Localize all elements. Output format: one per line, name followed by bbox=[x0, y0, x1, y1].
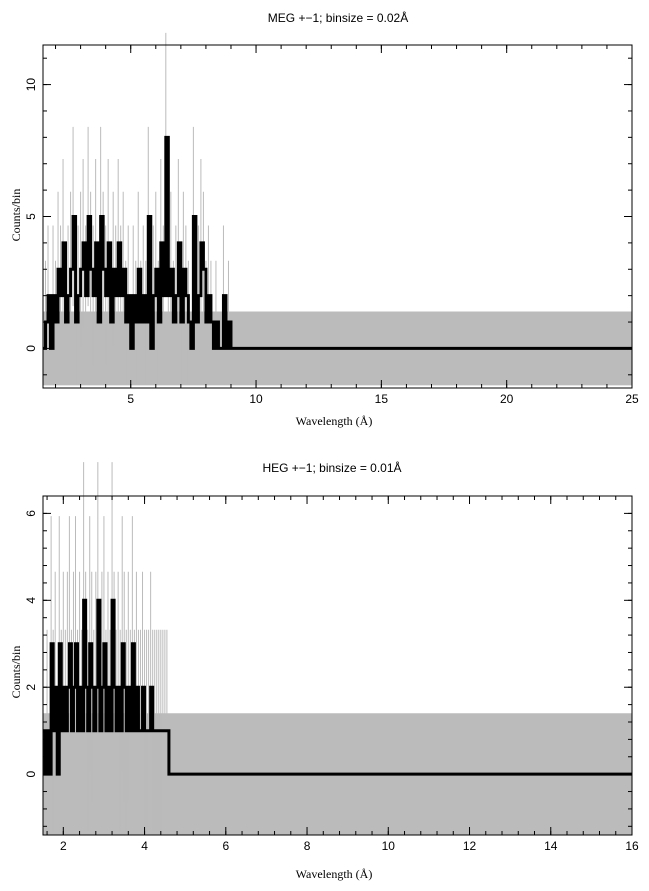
meg-x-ticks: 5 10 15 20 25 bbox=[127, 45, 639, 406]
meg-y-tick-label: 5 bbox=[24, 213, 38, 220]
meg-title: MEG +−1; binsize = 0.02Å bbox=[268, 10, 408, 25]
heg-y-tick-label: 6 bbox=[24, 510, 38, 517]
heg-x-tick-label: 2 bbox=[60, 839, 67, 853]
meg-x-tick-label: 20 bbox=[500, 392, 514, 406]
meg-ylabel: Counts/bin bbox=[9, 189, 23, 242]
heg-panel: HEG +−1; binsize = 0.01Å Wavelength (Å) … bbox=[9, 460, 639, 881]
heg-x-tick-label: 6 bbox=[222, 839, 229, 853]
heg-plot-frame bbox=[42, 495, 633, 836]
meg-x-tick-label: 5 bbox=[127, 392, 134, 406]
heg-y-ticks: 0 2 4 6 bbox=[24, 510, 632, 777]
heg-y-tick-label: 4 bbox=[24, 597, 38, 604]
meg-x-tick-label: 25 bbox=[625, 392, 639, 406]
heg-y-tick-label: 2 bbox=[24, 684, 38, 691]
heg-x-ticks: 2 4 6 8 10 12 14 16 bbox=[60, 496, 639, 853]
heg-xlabel: Wavelength (Å) bbox=[296, 867, 373, 881]
meg-y-tick-label: 0 bbox=[24, 345, 38, 352]
meg-panel: MEG +−1; binsize = 0.02Å Wavelength (Å) … bbox=[9, 10, 639, 428]
heg-title: HEG +−1; binsize = 0.01Å bbox=[262, 460, 401, 475]
meg-counts-line bbox=[43, 135, 632, 350]
heg-x-tick-label: 16 bbox=[625, 839, 639, 853]
heg-x-tick-label: 8 bbox=[304, 839, 311, 853]
heg-series bbox=[42, 462, 632, 835]
heg-ylabel: Counts/bin bbox=[9, 646, 23, 699]
meg-series bbox=[43, 32, 632, 386]
heg-x-tick-label: 12 bbox=[463, 839, 477, 853]
meg-xlabel: Wavelength (Å) bbox=[296, 414, 373, 428]
meg-y-ticks: 0 5 10 bbox=[24, 78, 632, 352]
meg-y-tick-label: 10 bbox=[24, 78, 38, 92]
heg-x-tick-label: 14 bbox=[544, 839, 558, 853]
heg-counts-line bbox=[43, 598, 632, 776]
heg-y-tick-label: 0 bbox=[24, 770, 38, 777]
meg-x-tick-label: 15 bbox=[375, 392, 389, 406]
heg-x-tick-label: 10 bbox=[382, 839, 396, 853]
meg-x-tick-label: 10 bbox=[249, 392, 263, 406]
heg-x-tick-label: 4 bbox=[141, 839, 148, 853]
